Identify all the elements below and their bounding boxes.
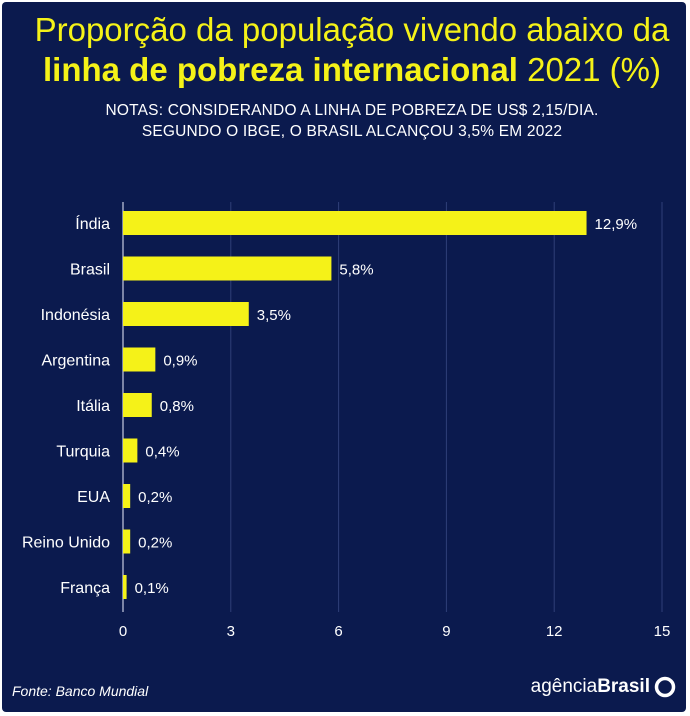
bar bbox=[123, 211, 587, 235]
bar bbox=[123, 575, 127, 599]
bar bbox=[123, 393, 152, 417]
value-label: 3,5% bbox=[257, 307, 291, 324]
bar bbox=[123, 256, 332, 281]
category-label: França bbox=[60, 580, 110, 597]
value-label: 0,2% bbox=[138, 535, 172, 552]
x-tick-label: 3 bbox=[227, 623, 235, 640]
value-label: 12,9% bbox=[595, 216, 638, 233]
value-label: 5,8% bbox=[339, 262, 373, 279]
category-label: Índia bbox=[75, 214, 110, 233]
x-tick-label: 9 bbox=[442, 623, 450, 640]
bar bbox=[123, 302, 249, 326]
brand-mark-icon bbox=[654, 676, 676, 698]
bar bbox=[123, 484, 131, 508]
category-label: Itália bbox=[76, 398, 110, 415]
bar bbox=[123, 347, 156, 372]
category-label: Argentina bbox=[42, 353, 111, 370]
category-label: Indonésia bbox=[41, 307, 110, 324]
brand-bold-text: Brasil bbox=[597, 676, 650, 697]
value-label: 0,4% bbox=[145, 444, 179, 461]
notes-line-2: SEGUNDO O IBGE, O BRASIL ALCANÇOU 3,5% E… bbox=[141, 123, 563, 140]
category-label: Brasil bbox=[70, 262, 110, 279]
bar bbox=[123, 438, 138, 463]
x-tick-label: 6 bbox=[334, 623, 342, 640]
value-label: 0,2% bbox=[138, 489, 172, 506]
agencia-brasil-logo: agência Brasil bbox=[531, 676, 676, 698]
x-tick-label: 15 bbox=[654, 623, 671, 640]
brand-light-text: agência bbox=[530, 676, 598, 697]
title-line-2-bold: linha de pobreza internacional bbox=[42, 51, 518, 88]
value-label: 0,8% bbox=[160, 398, 194, 415]
chart-notes: NOTAS: CONSIDERANDO A LINHA DE POBREZA D… bbox=[22, 100, 682, 142]
title-line-2-rest: 2021 (%) bbox=[517, 51, 661, 88]
chart-title: Proporção da população vivendo abaixo da… bbox=[22, 10, 682, 90]
notes-line-1: NOTAS: CONSIDERANDO A LINHA DE POBREZA D… bbox=[105, 102, 599, 119]
category-label: Turquia bbox=[56, 444, 110, 461]
x-tick-label: 0 bbox=[119, 623, 127, 640]
source-note: Fonte: Banco Mundial bbox=[12, 683, 149, 699]
bar bbox=[123, 529, 131, 554]
x-tick-label: 12 bbox=[546, 623, 563, 640]
title-line-1: Proporção da população vivendo abaixo da bbox=[34, 11, 670, 48]
category-label: Reino Unido bbox=[22, 535, 110, 552]
category-label: EUA bbox=[77, 489, 110, 506]
value-label: 0,9% bbox=[163, 353, 197, 370]
value-label: 0,1% bbox=[135, 580, 169, 597]
